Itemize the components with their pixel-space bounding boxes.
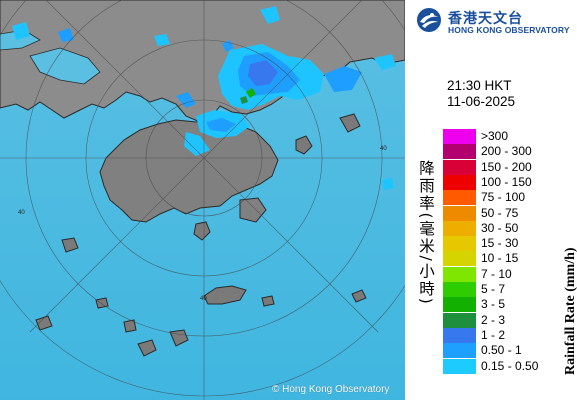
islands-south-7 [261,295,275,307]
islands-south-5 [35,315,53,331]
legend-row: 200 - 300 [443,143,577,160]
range-ring-label: 40 [380,146,387,152]
legend-swatch [443,312,476,328]
legend-row: 15 - 30 [443,235,577,252]
islands-west [61,237,79,253]
legend-label: 200 - 300 [481,144,532,159]
timestamp-time: 21:30 HKT [447,78,512,93]
legend-row: 5 - 7 [443,281,577,297]
legend-swatch [443,220,476,236]
legend-swatch [443,236,476,252]
legend-swatch [443,174,476,190]
island-south-east [239,197,267,223]
legend-swatch [443,282,476,297]
legend-row: 1 - 2 [443,327,577,343]
legend-row: >300 [443,128,577,144]
legend-row: 0.15 - 0.50 [443,358,577,374]
legend-label: 3 - 5 [481,297,506,312]
legend-swatch [443,358,476,374]
legend-swatch [443,159,476,175]
island-far-east [339,113,361,133]
legend-row: 0.50 - 1 [443,342,577,359]
legend-label: 5 - 7 [481,282,506,296]
legend-row: 50 - 75 [443,205,577,221]
legend-swatch [443,343,476,359]
mainland-bay [29,47,101,85]
islands-south-8 [351,289,367,303]
legend-row: 30 - 50 [443,220,577,236]
legend-swatch [443,297,476,313]
legend-label: 0.50 - 1 [481,343,522,358]
legend-row: 2 - 3 [443,312,577,328]
logo-name-en: HONG KONG OBSERVATORY [448,25,570,35]
legend-swatch [443,266,476,282]
hong-kong-landmass [99,117,279,223]
timestamp-date: 11-06-2025 [447,94,516,109]
legend-row: 10 - 15 [443,250,577,267]
island-lamma [193,221,211,241]
legend-swatch [443,251,476,267]
logo-name-zh: 香港天文台 [448,11,523,27]
islands-south-2 [169,329,189,347]
legend-label: 10 - 15 [481,251,519,266]
legend-title-en: Rainfall Rate (mm/h) [563,247,577,375]
island-east [295,135,313,155]
legend-swatch [443,144,476,160]
legend-label: 150 - 200 [481,159,532,174]
radar-map[interactable]: 40 40 40 © Hong Kong Observatory [0,0,443,400]
legend-swatch [443,129,476,144]
legend-swatch [443,327,476,343]
radar-map-svg: 40 40 40 [0,0,443,400]
rain-echoes [12,6,396,190]
legend-label: 2 - 3 [481,312,506,327]
islands-south-3 [137,339,157,357]
legend-label: 75 - 100 [481,190,526,205]
legend-row: 3 - 5 [443,296,577,313]
legend-title-zh: 降雨率(毫米/小時) [417,160,435,306]
legend-label: >300 [481,129,509,143]
legend-label: 30 - 50 [481,220,519,235]
legend-label: 7 - 10 [481,266,512,281]
islands-south-6 [95,297,109,309]
legend-panel: 香港天文台 HONG KONG OBSERVATORY 21:30 HKT 11… [405,0,577,400]
islands-south-1 [203,285,247,305]
legend-label: 15 - 30 [481,236,519,251]
hko-logo-icon [417,8,441,32]
islands-south-4 [123,319,137,333]
legend-row: 100 - 150 [443,174,577,190]
range-ring-label: 40 [200,296,207,302]
legend-row: 7 - 10 [443,266,577,282]
legend-swatch [443,205,476,221]
legend-label: 50 - 75 [481,205,519,220]
legend-label: 1 - 2 [481,327,506,342]
copyright-text: © Hong Kong Observatory [272,384,390,395]
legend-label: 100 - 150 [481,174,532,189]
range-ring-label: 40 [18,210,25,216]
legend-row: 75 - 100 [443,189,577,206]
legend-swatch [443,190,476,206]
legend-label: 0.15 - 0.50 [481,358,539,373]
legend-row: 150 - 200 [443,159,577,175]
